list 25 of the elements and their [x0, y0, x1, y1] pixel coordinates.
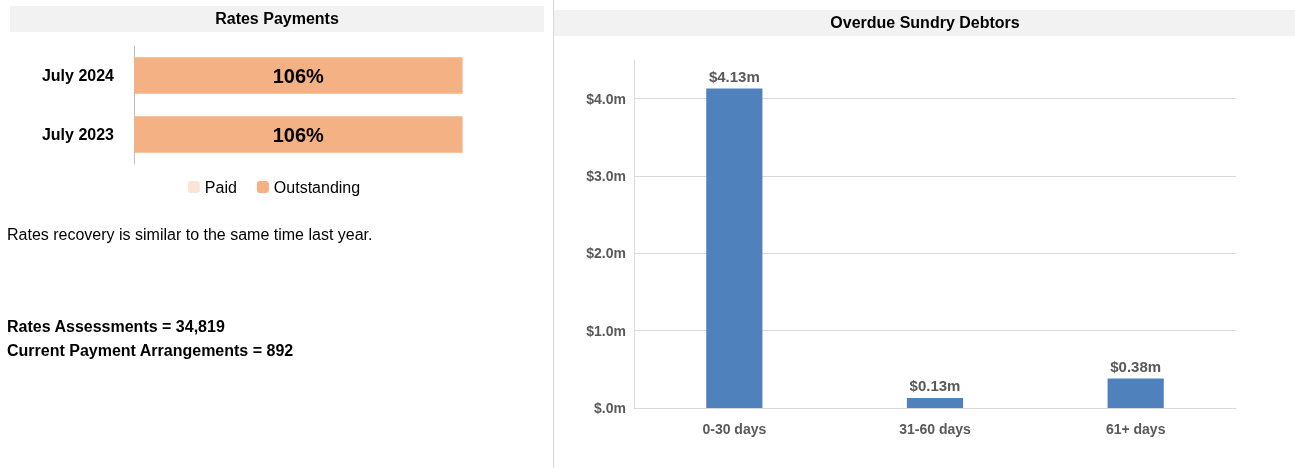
y-tick-label: July 2024 [41, 67, 115, 84]
chart-title: Rates Payments [10, 6, 544, 32]
text: Rates recovery is similar to the same time last year. [7, 226, 373, 244]
x-tick-label: 61+ days [1105, 421, 1166, 437]
bar [1107, 378, 1164, 408]
y-tick-label: $4.0m [586, 90, 626, 107]
data-label: $4.13m [708, 67, 760, 85]
y-tick-label: $2.0m [586, 245, 626, 262]
data-label: $0.13m [909, 376, 961, 394]
x-tick-label: 0-30 days [702, 421, 767, 437]
text: Current Payment Arrangements = 892 [7, 342, 294, 360]
data-label: 106% [272, 123, 325, 146]
y-tick-label: $.0m [594, 400, 626, 416]
legend-label: Outstanding [273, 178, 361, 196]
y-tick-label: $3.0m [586, 168, 626, 184]
text: Rates Assessments = 34,819 [7, 318, 225, 336]
x-tick-label: 31-60 days [899, 421, 972, 437]
bar [706, 88, 763, 408]
data-label: 106% [272, 64, 325, 87]
data-label: $0.38m [1110, 357, 1162, 375]
legend-label: Paid [204, 178, 237, 196]
bar [906, 397, 964, 408]
chart-title: Overdue Sundry Debtors [554, 10, 1295, 36]
y-tick-label: $1.0m [586, 322, 626, 339]
y-tick-label: July 2023 [41, 126, 115, 143]
